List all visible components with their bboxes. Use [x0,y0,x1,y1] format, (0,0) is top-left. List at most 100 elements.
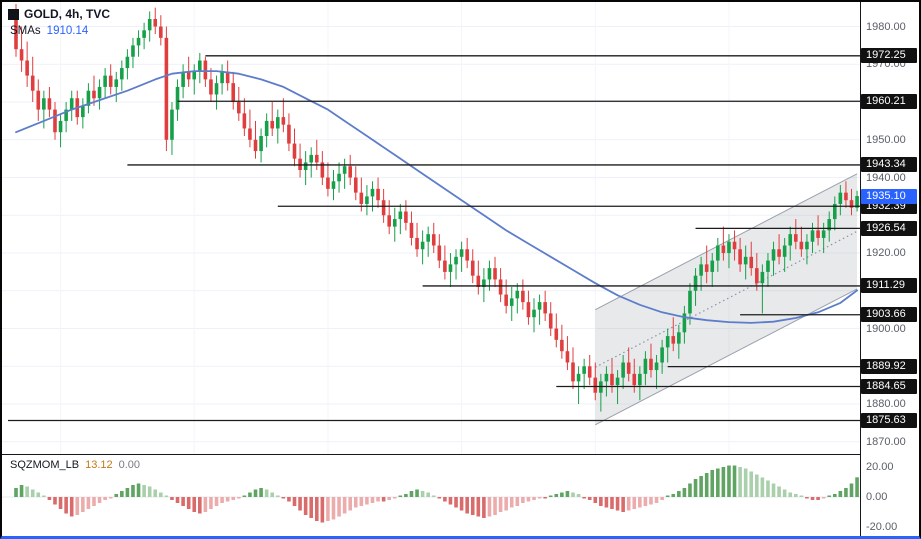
momentum-bar [665,495,670,497]
momentum-bar [36,492,41,497]
sqzmom-label: SQZMOM_LB [10,459,80,471]
momentum-tick: 0.00 [866,491,888,503]
momentum-bar [649,497,653,505]
momentum-bar [25,486,29,497]
price-tick: 1870.00 [866,436,906,448]
price-level-label: 1943.34 [861,157,917,172]
momentum-bar [593,497,598,503]
momentum-bar [53,497,57,505]
momentum-bar [682,488,687,497]
momentum-bar [521,497,525,503]
price-level-label: 1884.65 [861,379,917,394]
momentum-bar [610,497,614,509]
momentum-bar [376,497,380,502]
momentum-bar [186,497,191,509]
momentum-bar [482,497,486,518]
momentum-bar [47,497,52,500]
momentum-bar [749,471,754,497]
momentum-bar [493,497,497,515]
momentum-bar [81,497,85,512]
pane-separator[interactable] [2,454,919,455]
momentum-bar [582,497,586,499]
price-tick: 1900.00 [866,323,906,335]
momentum-bar [225,497,230,502]
momentum-bar [710,470,715,497]
momentum-bar [721,467,726,497]
momentum-bar [465,497,469,514]
momentum-bar [326,497,330,521]
momentum-bar [532,497,536,500]
symbol-title[interactable]: GOLD, 4h, TVC [24,7,111,21]
momentum-bar [103,497,107,500]
sma-value: 1910.14 [46,25,89,37]
momentum-bar [64,497,68,514]
momentum-bar [554,494,559,497]
price-level-label: 1972.25 [861,48,917,63]
momentum-bar [426,492,430,497]
momentum-bar [565,491,570,497]
momentum-bar [404,494,408,497]
momentum-bar [699,476,703,497]
price-level-label: 1960.21 [861,94,917,109]
momentum-bar [476,497,481,517]
momentum-bar [526,497,531,502]
momentum-bar [220,497,224,503]
price-level-label: 1889.92 [861,359,917,374]
momentum-bar [92,497,96,506]
momentum-bar [392,497,397,499]
momentum-bar [314,497,319,521]
momentum-bar [108,497,113,499]
momentum-bar [498,497,503,512]
momentum-bar [755,474,759,497]
price-tick: 1920.00 [866,247,906,259]
momentum-bar [654,497,659,503]
momentum-bar [671,494,676,497]
momentum-bar [309,497,314,518]
momentum-bar [19,485,24,497]
symbol-legend[interactable]: GOLD, 4h, TVC [8,7,110,21]
sma-legend[interactable]: SMAs 1910.14 [10,24,88,38]
momentum-bar [821,497,826,499]
momentum-bar [643,497,648,506]
momentum-bar [203,497,208,512]
momentum-bar [487,497,492,517]
momentum-bar [560,492,564,497]
price-tick: 1950.00 [866,134,906,146]
price-axis[interactable]: 1980.00 1970.00 1950.00 1940.00 1920.00 1900.… [861,2,919,536]
momentum-bar [120,491,124,497]
momentum-bar [604,497,609,508]
momentum-bar [704,473,709,497]
momentum-bar [181,497,185,506]
momentum-bar [298,497,302,511]
momentum-chart-canvas[interactable] [2,455,860,536]
momentum-bar [799,495,804,497]
price-chart-canvas[interactable] [2,2,860,455]
sqzmom-zero-value: 0.00 [118,459,141,471]
momentum-bar [844,488,848,497]
momentum-bar [303,497,308,515]
momentum-bar [782,489,787,497]
momentum-bar [342,497,347,514]
sqzmom-legend[interactable]: SQZMOM_LB 13.12 0.00 [10,459,140,472]
momentum-bar [320,497,325,523]
momentum-bar [370,497,375,503]
momentum-bar [75,497,80,515]
momentum-bar [42,495,46,497]
momentum-bar [716,468,720,497]
momentum-bar [242,495,247,497]
momentum-bar [838,491,843,497]
momentum-bar [131,485,135,497]
momentum-bar [86,497,91,509]
momentum-bar [855,477,859,497]
price-level-label: 1903.66 [861,307,917,322]
momentum-bar [114,494,119,497]
momentum-bar [337,497,341,517]
momentum-bar [270,492,275,497]
momentum-bar [164,495,169,497]
momentum-bar [248,492,252,497]
momentum-bar [348,497,352,511]
momentum-bar [849,483,854,497]
momentum-bar [832,494,837,497]
momentum-bar [738,467,742,497]
momentum-bar [827,495,832,497]
